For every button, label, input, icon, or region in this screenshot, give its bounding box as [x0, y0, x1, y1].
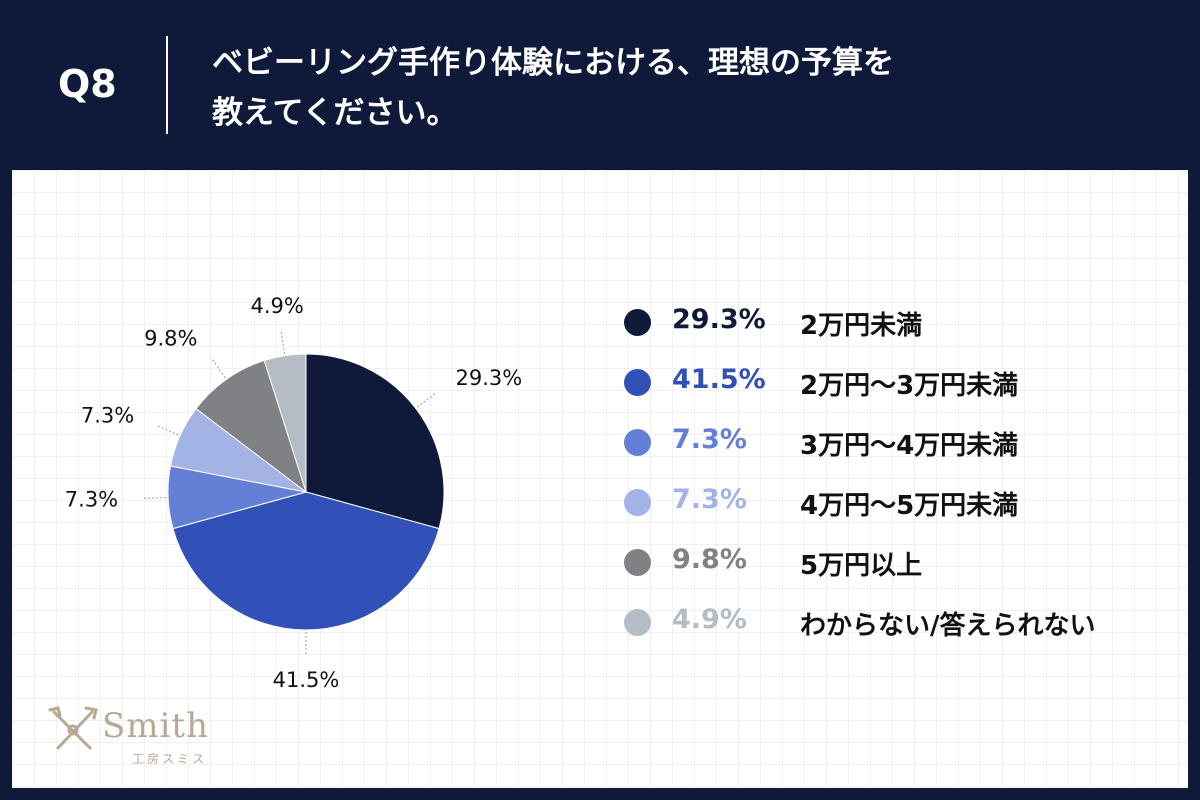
slice-label: 9.8% [144, 326, 197, 350]
header-divider [166, 36, 168, 134]
pie-slice [195, 359, 307, 494]
brand-subname: 工房スミス [132, 752, 208, 766]
legend-percent: 7.3% [672, 484, 747, 515]
slice-label: 29.3% [456, 366, 523, 390]
pie-chart: 29.3% 41.5% 7.3% 7.3% 9.8% 4.9% [65, 294, 523, 692]
slice-label: 41.5% [273, 668, 340, 692]
question-title-line1: ベビーリング手作り体験における、理想の予算を [212, 45, 894, 81]
legend-label: 3万円〜4万円未満 [800, 431, 1019, 461]
legend-dot [624, 429, 651, 456]
legend-percent: 9.8% [672, 544, 747, 575]
legend-percent: 29.3% [672, 304, 766, 335]
legend-dot [624, 489, 651, 516]
leader-line [155, 424, 179, 436]
legend-label: わからない/答えられない [800, 611, 1096, 641]
legend-dot [624, 609, 651, 636]
legend-percent: 4.9% [672, 604, 747, 635]
legend-label: 4万円〜5万円未満 [800, 491, 1019, 521]
legend-dot [624, 369, 651, 396]
legend-label: 5万円以上 [800, 551, 923, 581]
leader-line [417, 392, 437, 408]
slice-label: 7.3% [65, 487, 118, 511]
brand-logo: Smith 工房スミス [46, 706, 208, 766]
slice-label: 7.3% [81, 404, 134, 428]
header: Q8 ベビーリング手作り体験における、理想の予算を 教えてください。 [0, 0, 1200, 170]
legend-percent: 41.5% [672, 364, 766, 395]
brand-name: Smith [102, 706, 209, 746]
pie-slice [305, 353, 445, 530]
question-number: Q8 [58, 62, 117, 106]
pie-slice [172, 491, 440, 631]
legend-label: 2万円〜3万円未満 [800, 371, 1019, 401]
pie-slice [263, 353, 307, 493]
leader-line [142, 496, 167, 499]
legend-percent: 7.3% [672, 424, 747, 455]
legend-dot [624, 549, 651, 576]
legend-dot [624, 309, 651, 336]
leader-line [210, 357, 226, 378]
legend-label: 2万円未満 [800, 311, 923, 341]
chart-card: 29.3% 41.5% 7.3% 7.3% 9.8% 4.9% 29.3% 2万円未満 4… [12, 170, 1188, 788]
slice-label: 4.9% [251, 294, 304, 318]
crossed-tools-icon [48, 706, 98, 750]
question-title: ベビーリング手作り体験における、理想の予算を 教えてください。 [212, 38, 1112, 138]
leader-line [280, 329, 286, 354]
question-title-line2: 教えてください。 [212, 95, 458, 131]
